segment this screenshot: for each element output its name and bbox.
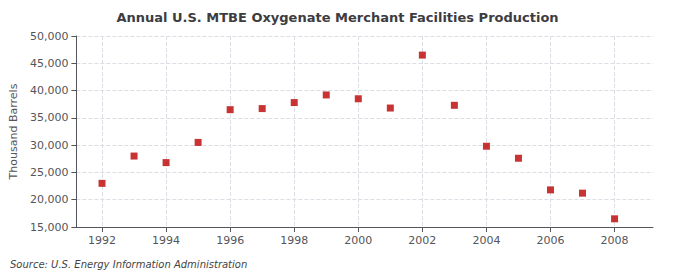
svg-text:Source: U.S. Energy Informatio: Source: U.S. Energy Information Administ…: [10, 259, 247, 270]
svg-text:25,000: 25,000: [30, 166, 69, 179]
svg-text:45,000: 45,000: [30, 57, 69, 70]
svg-text:Thousand Barrels: Thousand Barrels: [7, 83, 20, 180]
svg-text:1992: 1992: [88, 234, 116, 247]
svg-text:15,000: 15,000: [30, 221, 69, 234]
svg-text:Annual U.S. MTBE Oxygenate Mer: Annual U.S. MTBE Oxygenate Merchant Faci…: [116, 10, 558, 25]
svg-text:2000: 2000: [344, 234, 372, 247]
svg-text:2004: 2004: [472, 234, 500, 247]
svg-text:40,000: 40,000: [30, 84, 69, 97]
svg-text:50,000: 50,000: [30, 30, 69, 43]
svg-text:1998: 1998: [280, 234, 308, 247]
svg-text:2008: 2008: [601, 234, 629, 247]
svg-text:2002: 2002: [408, 234, 436, 247]
svg-text:35,000: 35,000: [30, 111, 69, 124]
svg-text:30,000: 30,000: [30, 139, 69, 152]
svg-text:2006: 2006: [536, 234, 564, 247]
svg-text:1994: 1994: [152, 234, 180, 247]
svg-text:1996: 1996: [216, 234, 244, 247]
svg-text:20,000: 20,000: [30, 193, 69, 206]
